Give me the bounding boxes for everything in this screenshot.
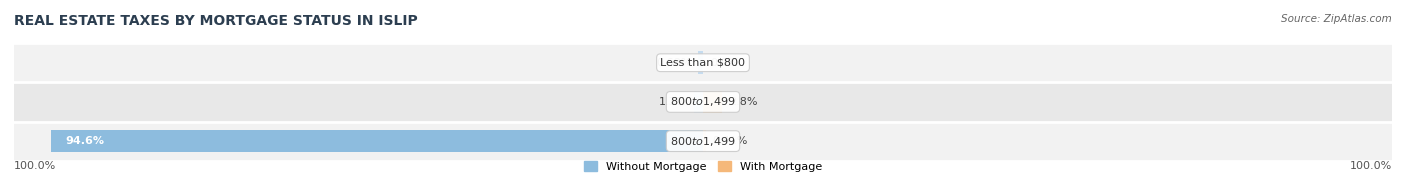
Bar xyxy=(14,122,1392,161)
Bar xyxy=(14,82,1392,122)
Bar xyxy=(51,130,703,152)
Bar xyxy=(699,51,703,74)
Text: 2.8%: 2.8% xyxy=(730,97,758,107)
Text: 100.0%: 100.0% xyxy=(1350,161,1392,171)
Text: 100.0%: 100.0% xyxy=(14,161,56,171)
Text: Less than $800: Less than $800 xyxy=(661,58,745,68)
Bar xyxy=(14,43,1392,82)
Text: 0.68%: 0.68% xyxy=(657,58,692,68)
Bar xyxy=(703,91,723,113)
Text: REAL ESTATE TAXES BY MORTGAGE STATUS IN ISLIP: REAL ESTATE TAXES BY MORTGAGE STATUS IN … xyxy=(14,14,418,28)
Text: 0.0%: 0.0% xyxy=(710,58,738,68)
Text: 94.6%: 94.6% xyxy=(65,136,104,146)
Legend: Without Mortgage, With Mortgage: Without Mortgage, With Mortgage xyxy=(579,157,827,176)
Bar xyxy=(703,130,706,152)
Bar xyxy=(695,91,703,113)
Text: 1.3%: 1.3% xyxy=(659,97,688,107)
Text: $800 to $1,499: $800 to $1,499 xyxy=(671,95,735,108)
Text: 0.41%: 0.41% xyxy=(713,136,748,146)
Text: $800 to $1,499: $800 to $1,499 xyxy=(671,135,735,148)
Text: Source: ZipAtlas.com: Source: ZipAtlas.com xyxy=(1281,14,1392,24)
